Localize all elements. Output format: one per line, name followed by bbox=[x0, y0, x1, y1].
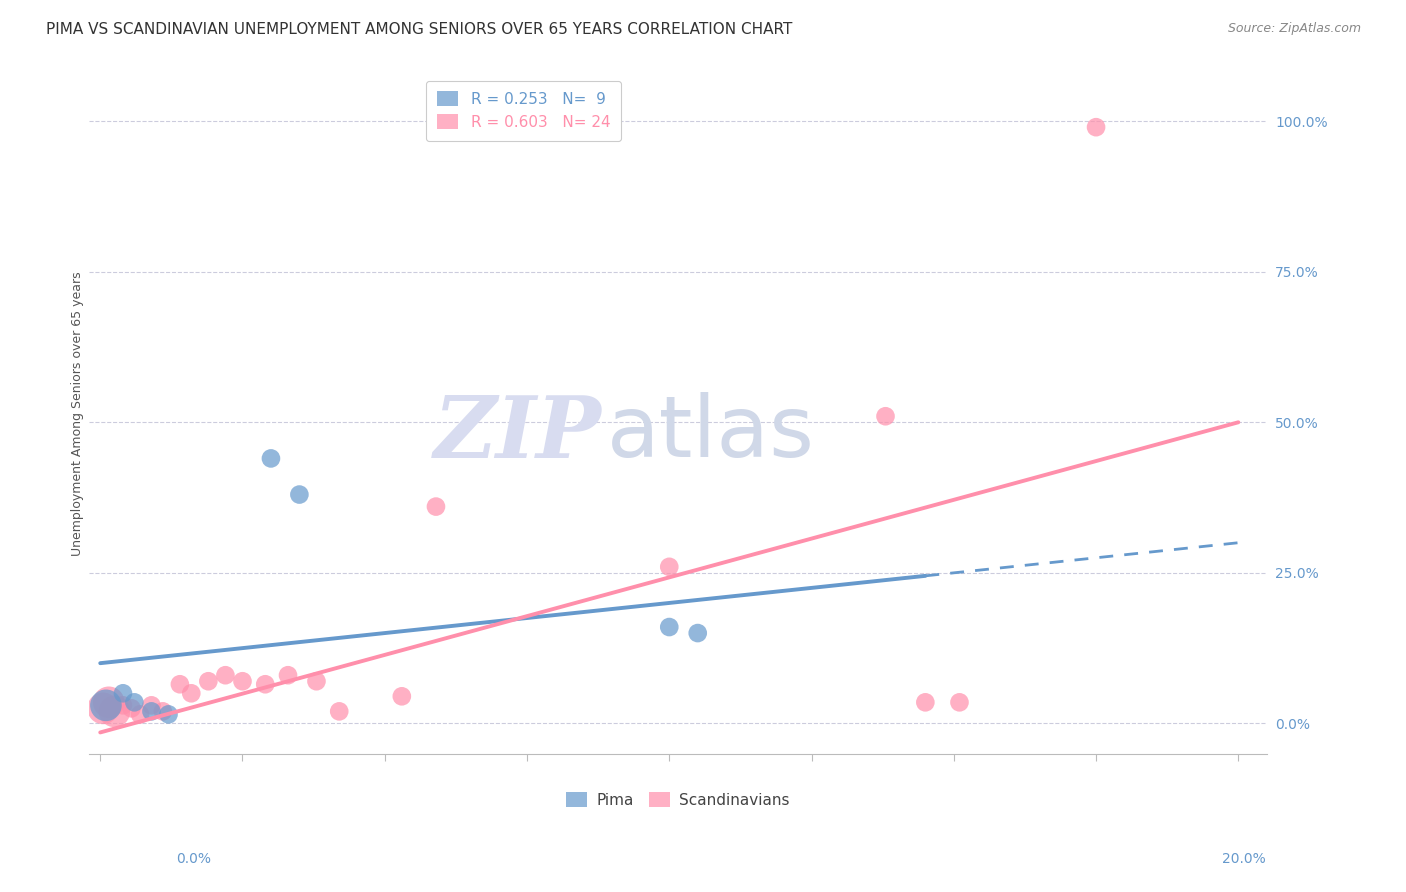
Point bbox=[231, 674, 253, 689]
Point bbox=[197, 674, 219, 689]
Point bbox=[686, 626, 709, 640]
Point bbox=[288, 487, 311, 501]
Legend: Pima, Scandinavians: Pima, Scandinavians bbox=[560, 786, 796, 814]
Point bbox=[141, 698, 163, 713]
Point bbox=[121, 701, 143, 715]
Point bbox=[214, 668, 236, 682]
Point bbox=[305, 674, 328, 689]
Text: PIMA VS SCANDINAVIAN UNEMPLOYMENT AMONG SENIORS OVER 65 YEARS CORRELATION CHART: PIMA VS SCANDINAVIAN UNEMPLOYMENT AMONG … bbox=[46, 22, 793, 37]
Text: ZIP: ZIP bbox=[433, 392, 602, 475]
Point bbox=[124, 695, 146, 709]
Point bbox=[97, 695, 120, 709]
Point bbox=[1085, 120, 1108, 135]
Point bbox=[129, 707, 152, 722]
Point bbox=[103, 704, 125, 718]
Point bbox=[169, 677, 191, 691]
Point bbox=[948, 695, 970, 709]
Point bbox=[111, 698, 134, 713]
Point bbox=[260, 451, 283, 466]
Point bbox=[875, 409, 897, 424]
Point bbox=[141, 704, 163, 718]
Point bbox=[277, 668, 299, 682]
Point bbox=[658, 559, 681, 574]
Point bbox=[111, 686, 134, 700]
Point bbox=[391, 690, 413, 704]
Text: atlas: atlas bbox=[607, 392, 815, 475]
Point bbox=[254, 677, 277, 691]
Point bbox=[91, 701, 114, 715]
Text: 20.0%: 20.0% bbox=[1222, 852, 1265, 866]
Point bbox=[152, 704, 174, 718]
Point bbox=[328, 704, 350, 718]
Point bbox=[94, 698, 117, 713]
Point bbox=[425, 500, 447, 514]
Point bbox=[658, 620, 681, 634]
Point bbox=[157, 707, 180, 722]
Text: Source: ZipAtlas.com: Source: ZipAtlas.com bbox=[1227, 22, 1361, 36]
Y-axis label: Unemployment Among Seniors over 65 years: Unemployment Among Seniors over 65 years bbox=[72, 271, 84, 556]
Point bbox=[914, 695, 936, 709]
Text: 0.0%: 0.0% bbox=[176, 852, 211, 866]
Point bbox=[180, 686, 202, 700]
